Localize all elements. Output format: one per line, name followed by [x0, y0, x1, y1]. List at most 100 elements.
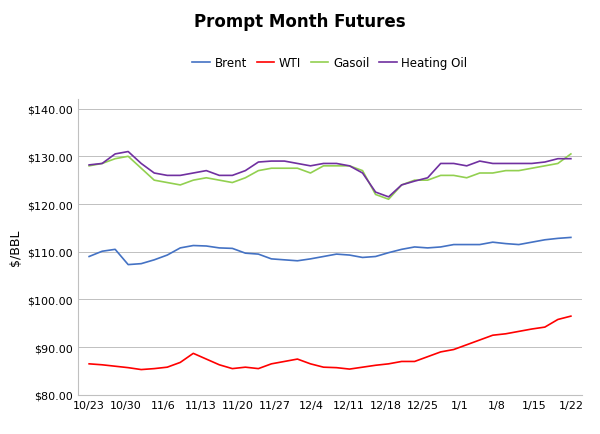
WTI	[190, 351, 197, 356]
WTI	[463, 342, 470, 348]
Brent	[164, 253, 171, 258]
Gasoil	[307, 171, 314, 176]
Brent	[98, 249, 106, 254]
Heating Oil	[489, 161, 496, 167]
WTI	[385, 362, 392, 367]
WTI	[229, 366, 236, 372]
Gasoil	[112, 157, 119, 162]
Heating Oil	[176, 173, 184, 178]
Brent	[567, 235, 574, 240]
Gasoil	[567, 152, 574, 157]
Gasoil	[86, 164, 93, 169]
WTI	[489, 333, 496, 338]
Gasoil	[411, 178, 418, 183]
Y-axis label: $/BBL: $/BBL	[9, 229, 22, 266]
WTI	[554, 317, 562, 322]
Gasoil	[242, 176, 249, 181]
Heating Oil	[567, 157, 574, 162]
Heating Oil	[307, 164, 314, 169]
WTI	[515, 329, 523, 334]
Brent	[268, 256, 275, 262]
Brent	[398, 247, 405, 252]
Gasoil	[151, 178, 158, 183]
WTI	[281, 359, 288, 364]
Brent	[528, 240, 535, 245]
Heating Oil	[515, 161, 523, 167]
Heating Oil	[411, 179, 418, 184]
Brent	[137, 261, 145, 266]
Legend: Brent, WTI, Gasoil, Heating Oil: Brent, WTI, Gasoil, Heating Oil	[188, 53, 472, 75]
Brent	[176, 246, 184, 251]
Heating Oil	[450, 161, 457, 167]
Gasoil	[320, 164, 327, 169]
Gasoil	[164, 181, 171, 186]
WTI	[476, 338, 484, 343]
Heating Oil	[190, 171, 197, 176]
Gasoil	[541, 164, 548, 169]
Brent	[476, 243, 484, 248]
WTI	[333, 365, 340, 370]
Heating Oil	[554, 157, 562, 162]
Gasoil	[125, 155, 132, 160]
Brent	[203, 244, 210, 249]
WTI	[437, 349, 444, 355]
Brent	[554, 236, 562, 241]
WTI	[164, 365, 171, 370]
Heating Oil	[125, 150, 132, 155]
Gasoil	[515, 169, 523, 174]
Heating Oil	[255, 160, 262, 165]
WTI	[137, 367, 145, 372]
Heating Oil	[281, 159, 288, 164]
WTI	[541, 325, 548, 330]
Brent	[242, 251, 249, 256]
Gasoil	[398, 183, 405, 188]
Gasoil	[437, 173, 444, 178]
Heating Oil	[164, 173, 171, 178]
Heating Oil	[151, 171, 158, 176]
Brent	[346, 253, 353, 258]
WTI	[151, 366, 158, 372]
Gasoil	[502, 169, 509, 174]
WTI	[320, 365, 327, 370]
Gasoil	[424, 178, 431, 183]
Heating Oil	[112, 152, 119, 157]
Brent	[541, 238, 548, 243]
Brent	[255, 252, 262, 257]
Gasoil	[372, 192, 379, 197]
Brent	[190, 243, 197, 249]
Heating Oil	[398, 183, 405, 188]
WTI	[346, 367, 353, 372]
Brent	[411, 245, 418, 250]
Heating Oil	[463, 164, 470, 169]
Heating Oil	[229, 173, 236, 178]
Brent	[385, 250, 392, 256]
WTI	[268, 362, 275, 367]
Heating Oil	[372, 190, 379, 195]
Brent	[151, 258, 158, 263]
Brent	[125, 263, 132, 268]
Heating Oil	[86, 163, 93, 168]
Gasoil	[333, 164, 340, 169]
Heating Oil	[424, 176, 431, 181]
Brent	[281, 258, 288, 263]
Brent	[359, 255, 366, 260]
Gasoil	[216, 178, 223, 183]
Gasoil	[137, 166, 145, 171]
Text: Prompt Month Futures: Prompt Month Futures	[194, 13, 406, 31]
Brent	[294, 259, 301, 264]
Heating Oil	[476, 159, 484, 164]
Brent	[424, 246, 431, 251]
Heating Oil	[502, 161, 509, 167]
Gasoil	[190, 178, 197, 183]
Brent	[320, 254, 327, 260]
Brent	[112, 247, 119, 252]
Brent	[463, 243, 470, 248]
Heating Oil	[333, 161, 340, 167]
Heating Oil	[294, 161, 301, 167]
Heating Oil	[346, 164, 353, 169]
Line: Brent: Brent	[89, 238, 571, 265]
Heating Oil	[385, 195, 392, 200]
Line: Heating Oil: Heating Oil	[89, 152, 571, 197]
Gasoil	[255, 169, 262, 174]
Heating Oil	[359, 171, 366, 176]
